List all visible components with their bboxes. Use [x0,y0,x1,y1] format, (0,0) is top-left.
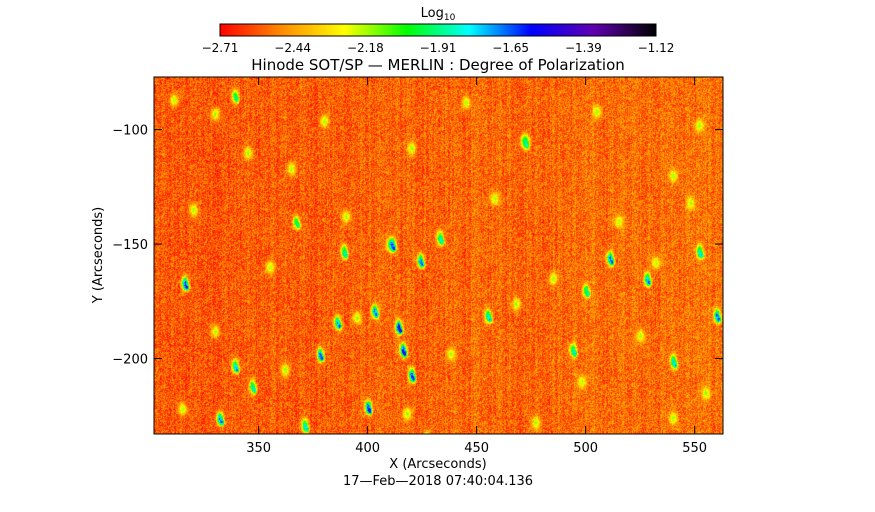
heatmap-area [153,76,724,435]
x-tick-label: 400 [355,441,380,456]
chart-title: Hinode SOT/SP — MERLIN : Degree of Polar… [251,56,625,74]
y-tick-label: −200 [112,352,148,367]
colorbar-ticks: −2.71 −2.44 −2.18 −1.91 −1.65 −1.39 −1.12 [202,41,675,55]
colorbar-tick-label: −2.18 [347,41,384,55]
colorbar-label-base: Log [421,6,444,21]
x-axis-label: X (Arcseconds) [389,457,486,472]
colorbar-strip [219,23,657,37]
x-axis-ticks: 350 400 450 500 550 [246,77,707,456]
colorbar-tick-label: −1.39 [565,41,602,55]
colorbar-tick-label: −1.65 [492,41,529,55]
x-tick-label: 550 [682,441,707,456]
colorbar-tick-label: −1.91 [420,41,457,55]
y-axis-label: Y (Arcseconds) [91,207,106,304]
colorbar-tick-label: −1.12 [638,41,675,55]
x-tick-label: 450 [464,441,489,456]
observation-timestamp: 17—Feb—2018 07:40:04.136 [343,474,533,489]
colorbar-label-subscript: 10 [444,13,456,23]
heatmap-image [154,77,723,434]
plot-frame [153,76,724,435]
colorbar: Log10 −2.71 −2.44 −2.18 −1.91 −1.65 −1.39 −1.1… [202,6,675,55]
y-tick-label: −150 [112,238,148,253]
colorbar-tick-label: −2.44 [274,41,311,55]
y-axis-ticks: −100 −150 −200 [112,124,723,367]
x-tick-label: 350 [246,441,271,456]
colorbar-label: Log10 [421,6,456,23]
colorbar-tick-label: −2.71 [202,41,239,55]
x-tick-label: 500 [573,441,598,456]
y-tick-label: −100 [112,124,148,139]
